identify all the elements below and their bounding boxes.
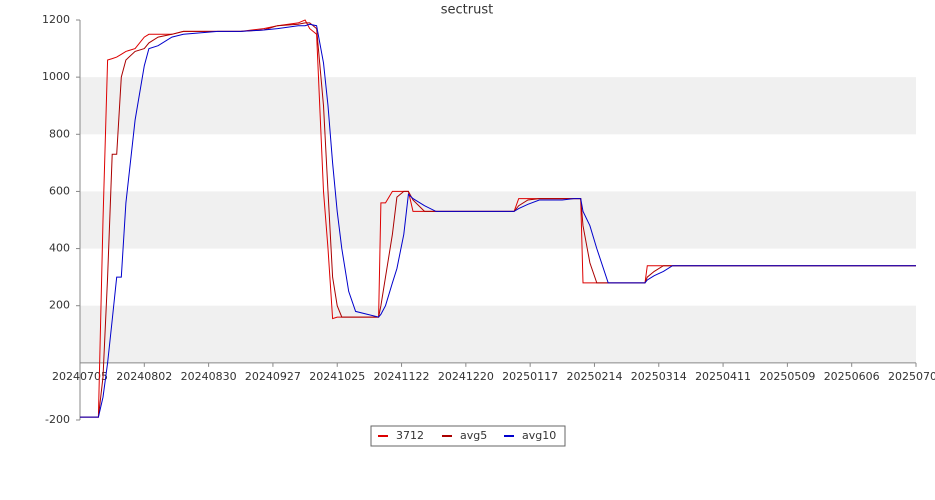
x-tick-label: 20240802 <box>116 370 172 383</box>
x-tick-label: 20250509 <box>759 370 815 383</box>
legend-label: avg10 <box>522 429 556 442</box>
legend-label: avg5 <box>460 429 487 442</box>
x-tick-label: 20250117 <box>502 370 558 383</box>
y-tick-label: 400 <box>49 242 70 255</box>
grid-band <box>80 305 916 363</box>
x-tick-label: 20241025 <box>309 370 365 383</box>
y-tick-label: 600 <box>49 184 70 197</box>
y-tick-label: -200 <box>45 413 70 426</box>
chart-title: sectrust <box>441 3 493 18</box>
legend-box <box>370 425 566 447</box>
y-tick-label: 1200 <box>42 13 70 26</box>
y-tick-label: 1000 <box>42 70 70 83</box>
x-tick-label: 20250704 <box>888 370 935 383</box>
y-tick-label: 200 <box>49 299 70 312</box>
y-tick-label: 800 <box>49 127 70 140</box>
grid-band <box>80 191 916 249</box>
x-tick-label: 20240927 <box>245 370 301 383</box>
x-tick-label: 20240830 <box>181 370 237 383</box>
x-tick-label: 20250411 <box>695 370 751 383</box>
x-tick-label: 20250314 <box>631 370 687 383</box>
x-tick-label: 20250214 <box>566 370 622 383</box>
x-tick-label: 20241220 <box>438 370 494 383</box>
x-tick-label: 20250606 <box>824 370 880 383</box>
grid-band <box>80 77 916 135</box>
x-tick-label: 20240705 <box>52 370 108 383</box>
series-line <box>80 22 916 418</box>
legend-label: 3712 <box>396 429 424 442</box>
series-line <box>80 23 916 418</box>
x-tick-label: 20241122 <box>374 370 430 383</box>
